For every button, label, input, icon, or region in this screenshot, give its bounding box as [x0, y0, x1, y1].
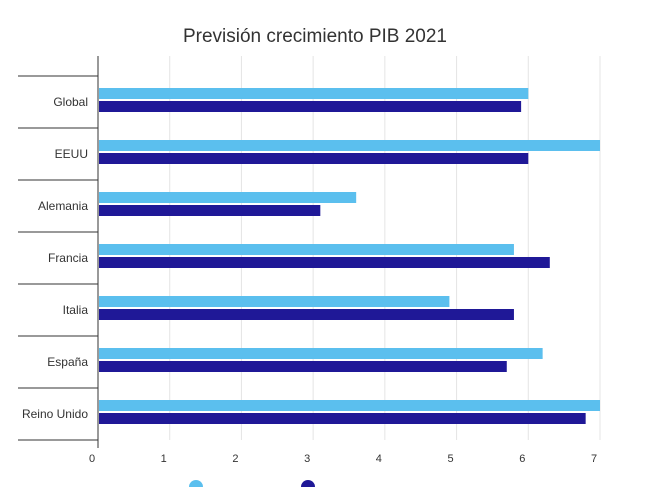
- category-label: Italia: [63, 303, 89, 317]
- x-tick-label: 6: [519, 453, 525, 465]
- x-tick-label: 7: [591, 453, 597, 465]
- bar: [99, 348, 543, 359]
- x-tick-label: 5: [448, 453, 454, 465]
- bar: [99, 257, 550, 268]
- bar: [99, 413, 586, 424]
- bar: [99, 101, 522, 112]
- category-label: Global: [53, 95, 88, 109]
- legend-swatch: [301, 480, 315, 487]
- x-tick-label: 3: [304, 453, 310, 465]
- bar: [99, 140, 600, 151]
- bar: [99, 400, 600, 411]
- x-tick-label: 0: [89, 453, 95, 465]
- x-tick-label: 4: [376, 453, 382, 465]
- category-separators: [18, 75, 98, 441]
- bar: [99, 205, 321, 216]
- bars: [99, 88, 600, 424]
- bar: [99, 361, 507, 372]
- legend-swatch: [189, 480, 203, 487]
- bar: [99, 153, 529, 164]
- x-tick-labels: 0 1 2 3 4 5 6 7: [89, 453, 597, 465]
- chart-title: Previsión crecimiento PIB 2021: [183, 26, 447, 47]
- bar: [99, 244, 514, 255]
- x-tick-label: 2: [232, 453, 238, 465]
- bar: [99, 309, 514, 320]
- bar: [99, 88, 529, 99]
- category-label: España: [47, 355, 88, 369]
- legend: [189, 480, 315, 487]
- category-labels: Global EEUU Alemania Francia Italia España Rei…: [22, 95, 88, 421]
- category-label: EEUU: [55, 147, 88, 161]
- x-tick-label: 1: [161, 453, 167, 465]
- category-label: Alemania: [38, 199, 88, 213]
- bar: [99, 296, 450, 307]
- category-label: Reino Unido: [22, 407, 88, 421]
- bar: [99, 192, 357, 203]
- category-label: Francia: [48, 251, 88, 265]
